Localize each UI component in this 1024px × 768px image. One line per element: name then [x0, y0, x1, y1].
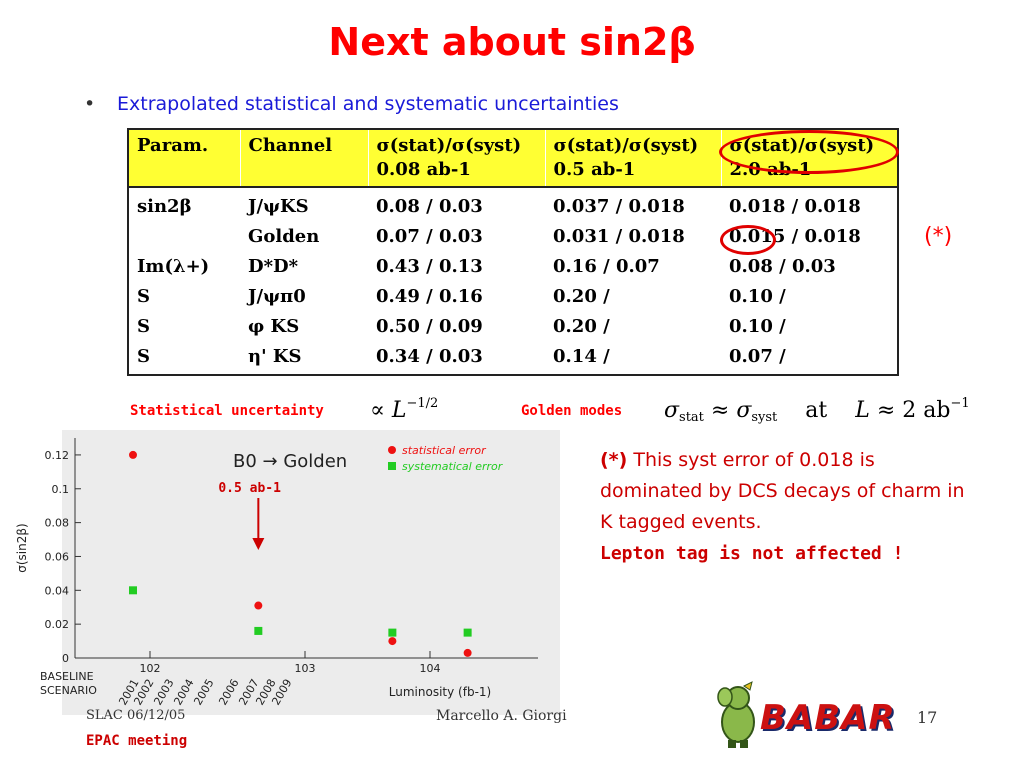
table-cell: φ KS [248, 316, 300, 337]
baseline-label-line1: BASELINE [40, 670, 94, 683]
table-cell: 0.018 / 0.018 [729, 196, 861, 217]
footer-meeting: EPAC meeting [86, 733, 188, 749]
table-cell: 0.50 / 0.09 [376, 316, 483, 337]
table-cell: 0.20 / [553, 286, 610, 307]
table-cell: 0.08 / 0.03 [376, 196, 483, 217]
header-0p08: σ(stat)/σ(syst) 0.08 ab-1 [368, 129, 546, 188]
footnote-mark: (*) [600, 449, 628, 471]
table-cell: Im(λ+) [137, 256, 210, 277]
golden-modes-label: Golden modes [521, 403, 623, 419]
column-0p08: 0.08 / 0.03 0.07 / 0.03 0.43 / 0.13 0.49… [368, 187, 545, 375]
table-cell: 0.07 / 0.03 [376, 226, 483, 247]
x-axis-label: Luminosity (fb-1) [389, 685, 491, 699]
data-point-stat [129, 450, 137, 459]
elephant-mascot-icon [717, 681, 755, 748]
footnote-emphasis: Lepton tag is not affected ! [600, 543, 904, 564]
page-number: 17 [917, 708, 938, 727]
baseline-label-line2: SCENARIO [40, 684, 97, 697]
y-tick-label: 0.04 [45, 584, 70, 597]
legend-marker [388, 462, 396, 470]
table-cell: η' KS [248, 346, 302, 367]
table-cell: 0.08 / 0.03 [729, 256, 836, 277]
channel-column: J/ψKS Golden D*D* J/ψπ0 φ KS η' KS [240, 187, 368, 375]
chart-title: B0 → Golden [233, 451, 347, 472]
table-cell: 0.43 / 0.13 [376, 256, 483, 277]
highlight-circle-value [720, 225, 776, 255]
highlight-circle-header [719, 130, 899, 174]
y-tick-label: 0.06 [45, 550, 70, 563]
data-point-syst [254, 626, 263, 635]
x-tick-label: 102 [140, 662, 161, 675]
y-axis-label: σ(sin2β) [15, 523, 29, 572]
data-point-stat [254, 601, 263, 610]
table-cell: 0.031 / 0.018 [553, 226, 685, 247]
bullet-marker: • [84, 93, 96, 115]
data-point-stat [463, 648, 472, 657]
table-cell: D*D* [248, 256, 299, 277]
chart-annotation: 0.5 ab-1 [218, 481, 281, 496]
param-column: sin2β Im(λ+) S S S [128, 187, 240, 375]
table-cell: J/ψKS [248, 196, 309, 217]
table-cell: S [137, 316, 150, 337]
legend-marker [388, 446, 396, 454]
header-0p5: σ(stat)/σ(syst) 0.5 ab-1 [545, 129, 722, 188]
header-channel: Channel [240, 129, 369, 188]
table-cell: 0.20 / [553, 316, 610, 337]
y-tick-label: 0.1 [52, 483, 70, 496]
scaling-formula: ∝ L−1/2 [370, 396, 439, 423]
column-2p0: 0.018 / 0.018 0.015 / 0.018 0.08 / 0.03 … [721, 187, 898, 375]
footnote-text: This syst error of 0.018 is dominated by… [600, 449, 965, 533]
table-row: sin2β Im(λ+) S S S J/ψKS Golden D*D* J/ψ… [128, 187, 898, 375]
footer-author: Marcello A. Giorgi [436, 708, 567, 724]
table-cell: Golden [248, 226, 320, 247]
x-tick-label: 104 [420, 662, 441, 675]
table-cell: S [137, 346, 150, 367]
table-cell: J/ψπ0 [248, 286, 306, 307]
data-point-syst [463, 628, 472, 637]
y-tick-label: 0.02 [45, 618, 70, 631]
babar-logo: BABAR [712, 680, 902, 750]
golden-formula: σstat ≈ σsyst at L ≈ 2 ab−1 [664, 396, 970, 425]
table-cell: 0.037 / 0.018 [553, 196, 685, 217]
legend-label: systematical error [402, 460, 504, 473]
luminosity-chart: 0 0.02 0.04 0.06 0.08 0.1 0.12 σ(sin2β) 102 103 10… [15, 430, 560, 715]
header-param: Param. [128, 129, 241, 188]
table-cell: sin2β [137, 196, 192, 217]
table-cell: S [137, 286, 150, 307]
table-cell [137, 222, 232, 252]
stat-uncertainty-label: Statistical uncertainty [130, 403, 324, 419]
table-cell: 0.16 / 0.07 [553, 256, 660, 277]
star-label: (*) [924, 224, 953, 249]
table-cell: 0.10 / [729, 286, 786, 307]
slide-title: Next about sin2β [328, 20, 696, 64]
table-cell: 0.49 / 0.16 [376, 286, 483, 307]
parameter-table: Param. Channel σ(stat)/σ(syst) 0.08 ab-1 … [127, 128, 899, 376]
chart-background [62, 430, 560, 715]
y-tick-label: 0.12 [45, 449, 70, 462]
x-tick-label: 103 [295, 662, 316, 675]
table-header-row: Param. Channel σ(stat)/σ(syst) 0.08 ab-1 … [128, 129, 899, 188]
footnote: (*) This syst error of 0.018 is dominate… [600, 445, 980, 569]
bullet-item: • Extrapolated statistical and systematic… [84, 93, 619, 115]
table-cell: 0.10 / [729, 316, 786, 337]
table-cell: 0.14 / [553, 346, 610, 367]
bullet-text: Extrapolated statistical and systematic … [117, 93, 619, 115]
data-point-stat [388, 637, 397, 646]
table-cell: 0.34 / 0.03 [376, 346, 483, 367]
legend-label: statistical error [402, 444, 487, 457]
logo-text: BABAR [760, 698, 896, 738]
y-tick-label: 0.08 [45, 517, 70, 530]
y-tick-label: 0 [62, 652, 69, 665]
column-0p5: 0.037 / 0.018 0.031 / 0.018 0.16 / 0.07 … [545, 187, 721, 375]
footer-date: SLAC 06/12/05 [86, 708, 186, 723]
data-point-syst [388, 628, 397, 637]
data-point-syst [129, 586, 137, 595]
table-cell: 0.07 / [729, 346, 786, 367]
annotation-arrow-head [252, 538, 265, 550]
